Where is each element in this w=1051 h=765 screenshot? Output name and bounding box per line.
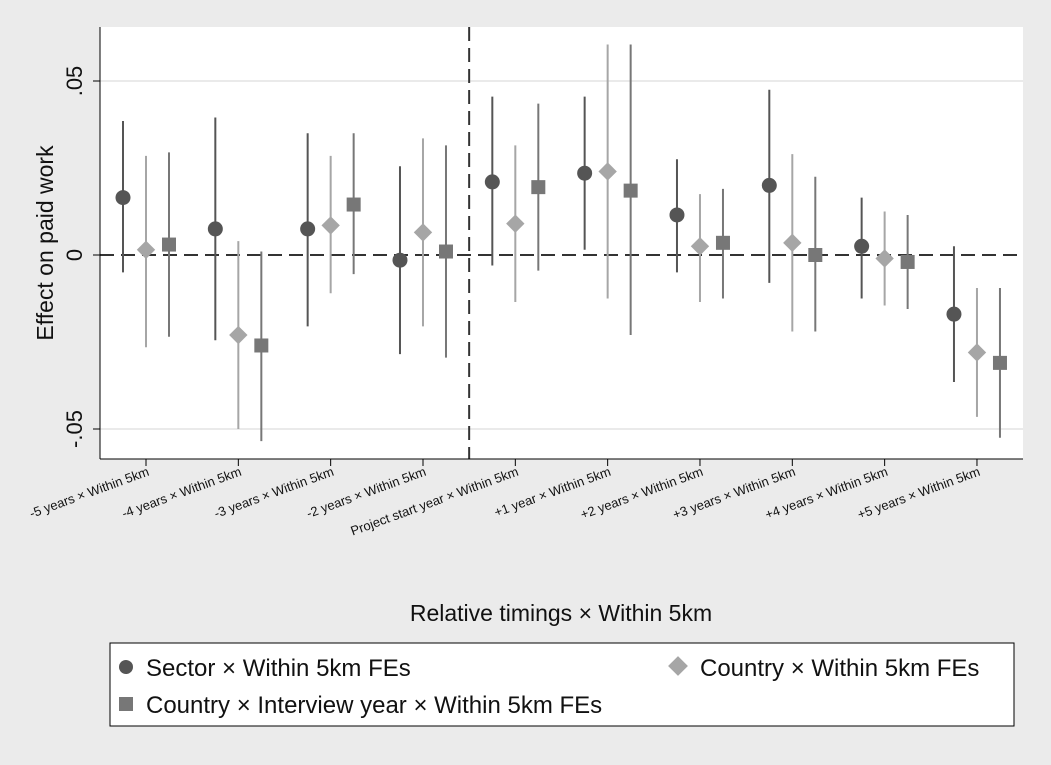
point-country bbox=[229, 325, 248, 345]
point-country bbox=[598, 162, 617, 181]
point-country bbox=[136, 240, 156, 259]
point-sector bbox=[207, 221, 223, 237]
legend-label-country-year: Country × Interview year × Within 5km FE… bbox=[146, 692, 602, 719]
point-country-year bbox=[162, 237, 176, 252]
gridlines bbox=[100, 80, 1023, 430]
y-axis-title: Effect on paid work bbox=[32, 145, 58, 341]
point-country-year bbox=[438, 244, 453, 259]
legend-label-country: Country × Within 5km FEs bbox=[700, 655, 979, 682]
point-sector bbox=[854, 238, 870, 254]
point-sector bbox=[761, 177, 777, 193]
point-country-year bbox=[623, 183, 638, 198]
point-country-year bbox=[715, 235, 730, 250]
x-tick-label: Project start year × Within 5km bbox=[349, 464, 521, 539]
point-country-year bbox=[900, 254, 915, 269]
y-tick-label: 0 bbox=[62, 249, 87, 261]
point-sector bbox=[669, 207, 685, 223]
point-country-year bbox=[531, 180, 546, 195]
plot-background bbox=[100, 27, 1023, 459]
point-country bbox=[321, 216, 340, 235]
point-country bbox=[413, 223, 433, 242]
point-sector bbox=[577, 165, 593, 181]
point-country-year bbox=[254, 338, 269, 353]
reference-lines bbox=[100, 27, 1023, 459]
point-estimates bbox=[115, 162, 1007, 370]
point-country bbox=[690, 237, 710, 256]
point-sector bbox=[392, 252, 408, 268]
point-sector bbox=[484, 174, 500, 190]
x-axis-title: Relative timings × Within 5km bbox=[410, 600, 712, 626]
point-sector bbox=[115, 190, 131, 206]
legend: Sector × Within 5km FEs Country × Within… bbox=[109, 642, 1015, 727]
point-sector bbox=[946, 306, 962, 322]
x-ticks: -5 years × Within 5km-4 years × Within 5… bbox=[27, 459, 982, 538]
y-tick-label: .05 bbox=[62, 66, 87, 97]
point-sector bbox=[300, 221, 316, 237]
y-ticks: .05 0 -.05 bbox=[62, 66, 100, 448]
legend-label-sector: Sector × Within 5km FEs bbox=[146, 655, 411, 682]
point-country bbox=[506, 214, 525, 233]
y-tick-label: -.05 bbox=[62, 410, 87, 448]
point-country-year bbox=[808, 248, 823, 262]
point-country-year bbox=[992, 355, 1007, 370]
legend-marker-sector bbox=[119, 660, 133, 674]
legend-marker-country-year bbox=[119, 697, 133, 711]
legend-box bbox=[109, 642, 1015, 727]
point-country bbox=[967, 343, 987, 362]
point-country-year bbox=[346, 197, 361, 212]
axes bbox=[99, 27, 1023, 460]
point-country bbox=[783, 233, 802, 253]
legend-marker-country bbox=[668, 656, 688, 676]
